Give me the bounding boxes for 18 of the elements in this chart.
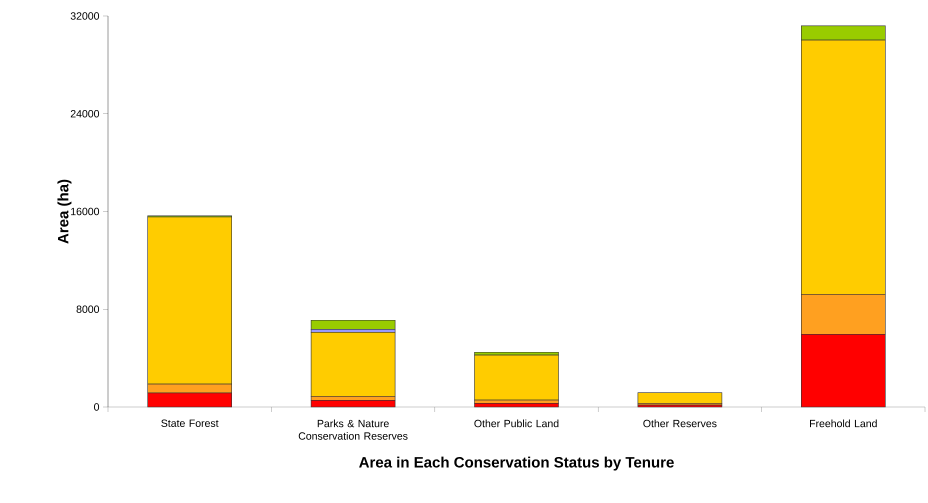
bar bbox=[638, 392, 722, 404]
y-tick-label: 8000 bbox=[76, 306, 100, 313]
bar bbox=[474, 354, 559, 400]
bar bbox=[474, 403, 559, 408]
x-tick-label: Other Reserves bbox=[643, 420, 717, 428]
x-tick-label: Freehold Land bbox=[810, 420, 877, 428]
x-tick-label: Parks & Nature Conservation Reserves bbox=[298, 420, 408, 440]
y-tick-label: 32000 bbox=[70, 12, 100, 20]
bar bbox=[310, 332, 396, 397]
y-tick-label: 16000 bbox=[71, 208, 100, 216]
y-tick-label: 24000 bbox=[70, 110, 100, 118]
x-tick-label: State Forest bbox=[161, 420, 219, 427]
x-axis-title: Area in Each Conservation Status by Tenure bbox=[359, 456, 674, 471]
x-tick-label: Other Public Land bbox=[474, 420, 558, 428]
y-tick-label: 0 bbox=[94, 403, 100, 411]
bar bbox=[310, 320, 396, 330]
y-axis-title: Area (ha) bbox=[57, 180, 72, 244]
bar bbox=[310, 400, 396, 408]
